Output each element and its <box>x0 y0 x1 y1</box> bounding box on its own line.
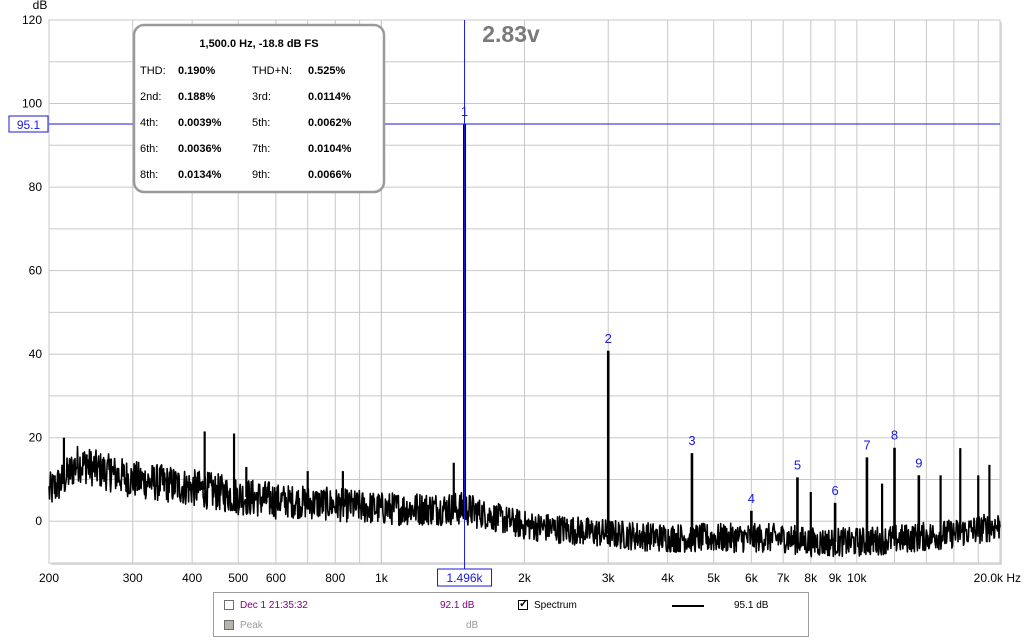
harmonic-label-2: 2 <box>605 331 612 346</box>
harmonic-label-9: 9 <box>915 455 922 470</box>
spectrum-noise-trace <box>48 445 1001 558</box>
y-tick-label: 80 <box>29 180 43 194</box>
harmonic-label-4: 4 <box>748 491 755 506</box>
readout-label: 5th: <box>252 117 270 129</box>
readout-value: 0.0134% <box>178 169 222 181</box>
peak-unit: dB <box>466 620 479 631</box>
readout-label: 9th: <box>252 169 270 181</box>
y-axis-unit-label: dB <box>33 0 48 12</box>
readout-value: 0.0066% <box>308 169 352 181</box>
readout-label: 4th: <box>140 117 158 129</box>
readout-value: 0.525% <box>308 65 346 77</box>
x-tick-label: 3k <box>602 571 616 585</box>
x-tick-label: 20.0k Hz <box>974 571 1021 585</box>
y-tick-label: 20 <box>29 431 43 445</box>
cursor-x-box <box>437 568 493 587</box>
x-tick-label: 6k <box>745 571 759 585</box>
measurement-checkbox[interactable] <box>224 600 234 610</box>
x-tick-label: 2k <box>518 571 532 585</box>
readout-label: THD+N: <box>252 65 292 77</box>
y-tick-label: 0 <box>35 514 42 528</box>
y-tick-label: 100 <box>22 97 42 111</box>
checkmark-icon: ✓ <box>519 598 529 610</box>
x-tick-label: 9k <box>829 571 843 585</box>
readout-value: 0.0039% <box>178 117 222 129</box>
x-tick-label: 7k <box>777 571 791 585</box>
readout-value: 0.190% <box>178 65 216 77</box>
cursor-y-box <box>8 115 49 133</box>
readout-value: 0.0062% <box>308 117 352 129</box>
readout-value: 0.0036% <box>178 143 222 155</box>
y-tick-label: 40 <box>29 347 43 361</box>
harmonic-label-1: 1 <box>461 104 468 119</box>
x-tick-label: 1k <box>375 571 389 585</box>
distortion-readout: 1,500.0 Hz, -18.8 dB FS THD: 0.190% THD+N: 0… <box>132 23 386 194</box>
x-tick-label: 200 <box>39 571 59 585</box>
readout-value: 0.0104% <box>308 143 352 155</box>
measurement-name: Dec 1 21:35:32 <box>240 600 308 611</box>
spectrum-line-swatch <box>672 605 704 607</box>
readout-label: 3rd: <box>252 91 271 103</box>
harmonic-label-7: 7 <box>863 437 870 452</box>
level-annotation: 2.83v <box>482 21 540 47</box>
readout-label: 8th: <box>140 169 158 181</box>
legend-row-peak: Peak dB <box>214 616 808 636</box>
spectrum-checkbox[interactable]: ✓ <box>518 598 529 610</box>
readout-header: 1,500.0 Hz, -18.8 dB FS <box>199 38 318 50</box>
harmonic-label-6: 6 <box>831 483 838 498</box>
y-tick-label: 60 <box>29 264 43 278</box>
x-tick-label: 8k <box>804 571 818 585</box>
cursor-x-readout: 1.496k <box>447 571 484 585</box>
readout-value: 0.0114% <box>308 91 351 103</box>
harmonic-labels: 1 2 3 4 5 6 7 8 9 2.83v <box>461 21 923 506</box>
peak-label: Peak <box>240 620 263 631</box>
spectrum-label: Spectrum <box>534 600 577 611</box>
x-tick-label: 500 <box>228 571 248 585</box>
harmonic-label-8: 8 <box>891 428 898 443</box>
readout-box <box>132 23 386 194</box>
measurement-level: 92.1 dB <box>440 600 475 611</box>
harmonic-label-5: 5 <box>794 457 801 472</box>
readout-value: 0.188% <box>178 91 216 103</box>
readout-label: THD: <box>140 65 166 77</box>
x-tick-label: 400 <box>182 571 202 585</box>
readout-label: 7th: <box>252 143 270 155</box>
x-tick-label: 10k <box>847 571 867 585</box>
legend-panel: Dec 1 21:35:32 92.1 dB ✓ Spectrum 95.1 d… <box>213 592 809 637</box>
x-tick-label: 300 <box>123 571 143 585</box>
readout-label: 6th: <box>140 143 158 155</box>
x-tick-label: 4k <box>661 571 675 585</box>
cursor-y-readout: 95.1 <box>17 118 41 132</box>
spectrum-value: 95.1 dB <box>734 600 769 611</box>
x-tick-label: 600 <box>266 571 286 585</box>
harmonic-label-3: 3 <box>688 433 695 448</box>
peak-checkbox[interactable] <box>224 620 234 630</box>
x-tick-label: 5k <box>707 571 721 585</box>
readout-label: 2nd: <box>140 91 161 103</box>
legend-row-measurement: Dec 1 21:35:32 92.1 dB ✓ Spectrum 95.1 d… <box>214 596 808 616</box>
y-tick-label: 120 <box>22 13 42 27</box>
x-tick-label: 800 <box>325 571 345 585</box>
